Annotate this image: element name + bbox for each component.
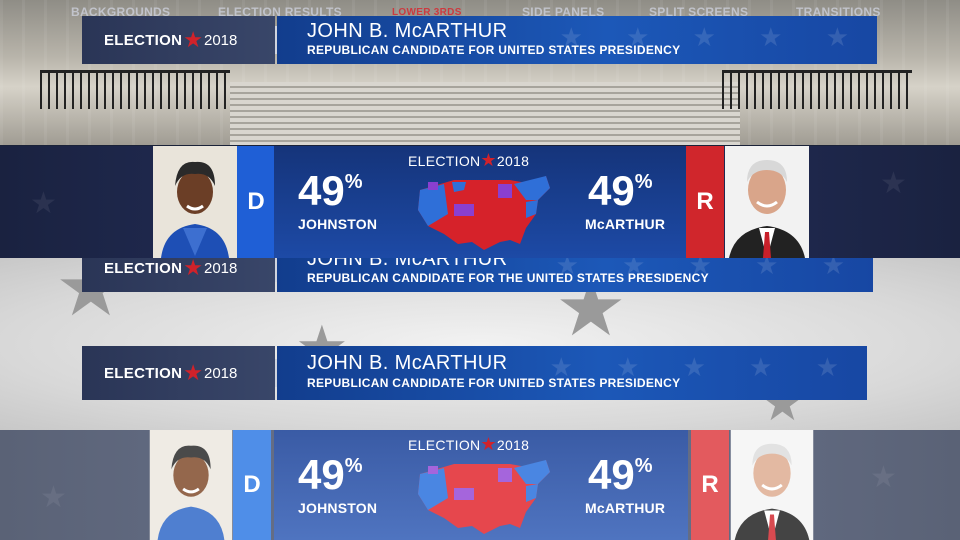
- brand-word: ELECTION: [104, 259, 183, 277]
- candidate-title: REPUBLICAN CANDIDATE FOR UNITED STATES P…: [307, 376, 681, 390]
- election-brand: ELECTION ★ 2018: [82, 16, 275, 64]
- brand-word: ELECTION: [408, 437, 481, 453]
- divider: [275, 359, 277, 387]
- election-brand: ELECTION★2018: [408, 150, 529, 171]
- brand-year: 2018: [203, 364, 238, 382]
- brand-word: ELECTION: [408, 153, 481, 169]
- dem-candidate-name: JOHNSTON: [298, 216, 378, 232]
- rep-candidate-name: McARTHUR: [585, 500, 666, 516]
- dem-percent: 49%: [298, 451, 363, 498]
- star-decoration-icon: ★: [40, 481, 67, 514]
- mcarthur-photo: [730, 430, 814, 540]
- brand-word: ELECTION: [104, 364, 183, 382]
- dem-percent: 49%: [298, 167, 363, 214]
- lower-third-1[interactable]: ELECTION ★ 2018 JOHN B. McARTHUR REPUBLI…: [82, 16, 877, 64]
- star-icon: ★: [183, 27, 203, 52]
- star-icon: ★: [183, 255, 203, 280]
- name-panel: JOHN B. McARTHUR REPUBLICAN CANDIDATE FO…: [277, 346, 867, 400]
- candidate-title: REPUBLICAN CANDIDATE FOR THE UNITED STAT…: [307, 271, 709, 285]
- divider: [275, 26, 277, 54]
- lower-third-3[interactable]: ELECTION ★ 2018 JOHN B. McARTHUR REPUBLI…: [82, 346, 867, 400]
- rep-party-badge: R: [686, 146, 724, 258]
- railing-right: [722, 70, 912, 109]
- johnston-photo: [149, 430, 233, 540]
- candidate-title: REPUBLICAN CANDIDATE FOR UNITED STATES P…: [307, 43, 681, 57]
- star-icon: ★: [480, 434, 497, 454]
- star-decoration-icon: ★: [30, 187, 57, 220]
- steps-shape: [230, 82, 740, 145]
- election-brand: ELECTION★2018: [408, 434, 529, 455]
- tab-lower-3rds[interactable]: LOWER 3RDS: [392, 7, 462, 18]
- star-decoration-icon: ★: [870, 461, 897, 494]
- dem-candidate-name: JOHNSTON: [298, 500, 378, 516]
- name-panel: JOHN B. McARTHUR REPUBLICAN CANDIDATE FO…: [277, 16, 877, 64]
- johnston-photo: [153, 146, 237, 258]
- rep-percent: 49%: [588, 451, 653, 498]
- us-map-icon: [418, 176, 550, 250]
- dem-party-badge: D: [237, 146, 275, 258]
- brand-word: ELECTION: [104, 31, 183, 49]
- mcarthur-photo: [725, 146, 809, 258]
- brand-year: 2018: [203, 31, 238, 49]
- election-results-band-1[interactable]: ★ ★ D ELECTION★2018 49% JOHNSTON 49% McA…: [0, 146, 960, 258]
- rep-percent: 49%: [588, 167, 653, 214]
- brand-year: 2018: [496, 153, 530, 169]
- candidate-name: JOHN B. McARTHUR: [307, 352, 508, 374]
- star-icon: ★: [480, 150, 497, 170]
- election-brand: ELECTION ★ 2018: [82, 346, 275, 400]
- rep-candidate-name: McARTHUR: [585, 216, 666, 232]
- divider: [275, 254, 277, 282]
- railing-left: [40, 70, 230, 109]
- rep-party-badge: R: [691, 430, 729, 540]
- star-decoration-icon: ★: [880, 167, 907, 200]
- tab-backgrounds[interactable]: BACKGROUNDS: [71, 5, 171, 19]
- dem-party-badge: D: [233, 430, 271, 540]
- star-icon: ★: [183, 360, 203, 385]
- election-results-band-2[interactable]: ★ ★ D ELECTION★2018 49% JOHNSTON 49% McA…: [0, 430, 960, 540]
- brand-year: 2018: [496, 437, 530, 453]
- brand-year: 2018: [203, 259, 238, 277]
- us-map-icon: [418, 460, 550, 534]
- candidate-name: JOHN B. McARTHUR: [307, 20, 508, 42]
